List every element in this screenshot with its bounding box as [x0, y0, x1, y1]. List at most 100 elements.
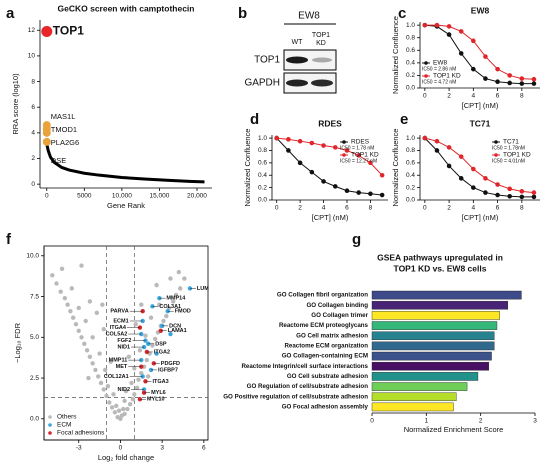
point-label: PARVA	[110, 309, 128, 315]
band	[311, 79, 333, 87]
legend-label: Others	[57, 414, 77, 421]
legend-note: IC50 = 12.27 nM	[340, 158, 377, 164]
y-tick-label: 0.0	[406, 197, 415, 204]
x-tick-label: 4	[322, 205, 326, 212]
x-axis-label: Gene Rank	[107, 201, 145, 210]
point-label: PDGFD	[161, 361, 180, 367]
data-point	[286, 137, 291, 142]
bar	[371, 311, 500, 320]
legend-swatch	[48, 423, 52, 427]
data-point	[379, 192, 385, 198]
data-point	[446, 163, 452, 169]
data-point	[94, 310, 100, 316]
x-tick-label: -3	[76, 445, 82, 452]
y-tick-label: 2	[31, 155, 35, 162]
point-label: LAMA1	[168, 328, 187, 334]
series-line	[424, 24, 534, 80]
point-label: PLA2G6	[51, 138, 79, 147]
data-point	[471, 166, 476, 172]
y-tick-label: 6	[31, 104, 35, 111]
data-point	[101, 387, 106, 392]
data-point	[68, 309, 73, 314]
x-tick-label: 4	[472, 205, 476, 212]
x-tick-label: 6	[496, 205, 500, 212]
data-point	[132, 392, 137, 397]
point-label: MMP14	[166, 296, 186, 302]
bar	[371, 361, 490, 371]
panel-label: f	[6, 231, 12, 248]
point-label: IGFBP7	[158, 367, 178, 373]
legend-label: Focal adhesions	[57, 430, 105, 437]
data-point	[168, 331, 173, 337]
data-point	[356, 190, 362, 195]
data-point	[321, 179, 326, 184]
band	[312, 57, 332, 63]
data-point	[483, 176, 488, 181]
category-label: Reactome ECM organization	[284, 343, 368, 350]
legend-note: IC50 = 1.78 nM	[340, 145, 374, 151]
y-tick-label: 0.8	[258, 147, 267, 154]
y-tick-label: 7.5	[30, 293, 39, 300]
data-point	[65, 302, 70, 307]
data-point	[297, 160, 303, 166]
point-label: NID1	[118, 345, 131, 351]
chart-title: EW8	[471, 5, 490, 15]
data-point	[368, 160, 373, 166]
series-line	[424, 24, 534, 85]
point-label: MET	[116, 364, 128, 370]
data-point	[178, 286, 183, 291]
data-point	[112, 410, 118, 415]
data-point	[422, 22, 428, 28]
data-point	[54, 281, 59, 286]
point-label: COL12A1	[104, 374, 129, 380]
legend-note: IC50 = 2.86 nM	[422, 66, 456, 72]
category-label: Reactome Integrin/cell surface interacti…	[241, 363, 368, 370]
data-point	[531, 81, 537, 86]
panel-label: g	[352, 231, 361, 248]
legend-swatch	[424, 61, 428, 65]
bar	[371, 331, 495, 341]
data-point	[86, 375, 91, 381]
point-label: COL5A2	[106, 331, 128, 337]
data-point	[137, 348, 143, 353]
point-label: NID2	[118, 387, 131, 393]
data-point	[519, 194, 525, 200]
data-point	[519, 189, 525, 194]
chart-title: TC71	[470, 118, 491, 128]
point-label: FGF2	[117, 338, 131, 344]
data-point	[144, 357, 150, 363]
data-point	[108, 359, 113, 364]
data-point	[107, 400, 112, 405]
data-point	[152, 336, 158, 342]
y-axis-label: Normalized Confluence	[391, 16, 400, 94]
data-point	[146, 374, 151, 379]
x-tick-label: 6	[202, 445, 206, 452]
lane-label: KD	[316, 40, 326, 47]
data-point	[483, 190, 488, 195]
y-tick-label: 0.4	[406, 60, 415, 67]
panel-label: d	[250, 111, 259, 128]
point-label: MYL10	[147, 397, 165, 403]
point-label: TMOD1	[51, 125, 77, 134]
panel-label: c	[398, 5, 406, 22]
data-point	[495, 79, 500, 85]
data-point	[139, 302, 144, 307]
data-point	[148, 315, 154, 320]
y-tick-label: 10.0	[26, 253, 39, 260]
data-point	[531, 190, 537, 195]
blot-frame	[283, 72, 337, 94]
category-label: GO Focal adhesion assembly	[282, 404, 369, 411]
x-tick-label: 15,000	[149, 193, 169, 200]
data-point	[70, 315, 76, 320]
legend-note: IC50 = 4.01nM	[492, 158, 525, 164]
data-point	[507, 193, 512, 199]
data-point	[105, 384, 111, 389]
y-axis-label: RRA score (log10)	[11, 73, 20, 135]
legend-swatch	[48, 431, 52, 435]
data-point	[297, 138, 303, 144]
chart-title: GeCKO screen with camptothecin	[58, 3, 195, 13]
data-point	[531, 194, 537, 200]
data-point	[164, 313, 169, 319]
legend-swatch	[424, 74, 428, 78]
category-label: GO Cell substrate adhesion	[287, 373, 368, 380]
